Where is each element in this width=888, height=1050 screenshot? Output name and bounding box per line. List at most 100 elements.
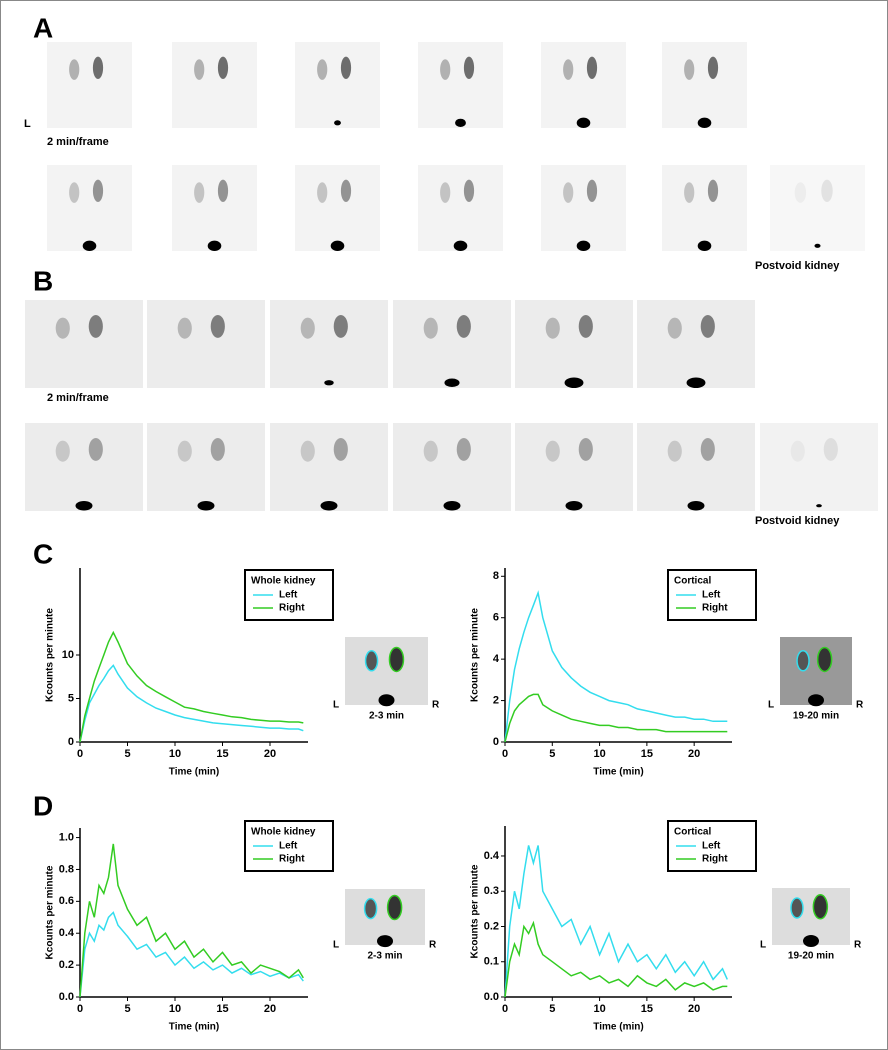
scan-frame xyxy=(541,165,626,251)
inset-kidney xyxy=(796,650,810,672)
inset-kidney xyxy=(364,650,379,672)
kidney xyxy=(69,182,80,203)
kidney xyxy=(823,437,838,461)
inset-bladder xyxy=(377,935,393,948)
bladder xyxy=(443,500,461,511)
kidney xyxy=(700,314,715,338)
scan-frame xyxy=(770,165,865,251)
postvoid-label: Postvoid kidney xyxy=(755,515,840,527)
legend-label: Right xyxy=(279,854,305,865)
scan-frame xyxy=(270,300,388,388)
frame-label: 2 min/frame xyxy=(47,136,109,148)
bladder xyxy=(453,240,468,251)
x-tick-label: 0 xyxy=(77,748,83,760)
y-tick-label: 0.2 xyxy=(59,959,74,971)
legend-title: Whole kidney xyxy=(251,827,316,838)
bladder xyxy=(564,377,584,388)
bladder xyxy=(334,120,341,126)
left-label: L xyxy=(24,118,31,130)
kidney xyxy=(821,179,833,202)
kidney xyxy=(456,314,471,338)
kidney xyxy=(707,56,719,79)
x-tick-label: 5 xyxy=(549,748,555,760)
inset-kidney xyxy=(816,646,833,673)
kidney xyxy=(333,314,348,338)
kidney xyxy=(463,56,475,79)
inset-right: R xyxy=(432,700,440,711)
scan-frame xyxy=(270,423,388,511)
scan-frame xyxy=(662,42,747,128)
y-tick-label: 0.4 xyxy=(59,927,75,939)
bladder xyxy=(324,380,334,386)
series-line xyxy=(504,693,728,743)
kidney xyxy=(92,179,104,202)
x-tick-label: 20 xyxy=(264,1003,276,1015)
y-axis-label: Kcounts per minute xyxy=(45,865,56,959)
inset-image xyxy=(345,637,428,705)
y-axis-label: Kcounts per minute xyxy=(470,864,481,958)
kidney xyxy=(317,59,328,80)
x-tick-label: 20 xyxy=(688,1003,700,1015)
series-line xyxy=(79,630,304,743)
kidney xyxy=(177,440,192,462)
x-tick-label: 0 xyxy=(502,748,508,760)
inset-label: 19-20 min xyxy=(788,951,834,962)
y-tick-label: 5 xyxy=(68,692,74,704)
inset-label: 19-20 min xyxy=(793,711,839,722)
scan-frame xyxy=(662,165,747,251)
y-tick-label: 6 xyxy=(493,612,499,624)
bladder xyxy=(697,240,712,251)
y-tick-label: 1.0 xyxy=(59,831,74,843)
legend-title: Cortical xyxy=(674,827,711,838)
panel-letter: D xyxy=(33,790,53,821)
legend-label: Left xyxy=(702,590,721,601)
kidney xyxy=(340,56,352,79)
kidney xyxy=(563,59,574,80)
kidney xyxy=(545,317,560,339)
kidney xyxy=(456,437,471,461)
legend-label: Right xyxy=(279,603,305,614)
kidney xyxy=(217,179,229,202)
legend-title: Cortical xyxy=(674,576,711,587)
kidney xyxy=(333,437,348,461)
panel-letter: B xyxy=(33,265,53,296)
legend-label: Left xyxy=(702,841,721,852)
scan-frame xyxy=(47,165,132,251)
kidney xyxy=(707,179,719,202)
bladder xyxy=(576,240,591,251)
panel-letter: A xyxy=(33,12,53,43)
kidney xyxy=(210,437,225,461)
x-tick-label: 5 xyxy=(124,748,130,760)
series-line xyxy=(79,911,304,998)
kidney xyxy=(88,437,103,461)
inset-label: 2-3 min xyxy=(369,711,404,722)
x-tick-label: 10 xyxy=(593,1003,605,1015)
x-axis-label: Time (min) xyxy=(169,767,219,778)
inset-left: L xyxy=(760,940,766,951)
y-tick-label: 2 xyxy=(493,694,499,706)
scan-frame xyxy=(47,42,132,128)
x-axis-label: Time (min) xyxy=(169,1022,219,1033)
scan-frame xyxy=(637,423,755,511)
scan-frame xyxy=(515,300,633,388)
kidney xyxy=(194,59,205,80)
inset-left: L xyxy=(333,700,339,711)
kidney xyxy=(667,317,682,339)
y-tick-label: 4 xyxy=(493,653,500,665)
scan-frame xyxy=(418,42,503,128)
inset-right: R xyxy=(854,940,862,951)
postvoid-label: Postvoid kidney xyxy=(755,260,840,272)
inset-left: L xyxy=(768,700,774,711)
kidney xyxy=(700,437,715,461)
legend-label: Left xyxy=(279,590,298,601)
x-tick-label: 15 xyxy=(216,1003,228,1015)
scan-frame xyxy=(295,42,380,128)
y-tick-label: 8 xyxy=(493,570,499,582)
x-tick-label: 0 xyxy=(77,1003,83,1015)
bladder xyxy=(82,240,97,251)
bladder xyxy=(444,378,460,387)
x-tick-label: 20 xyxy=(688,748,700,760)
inset-kidney xyxy=(812,894,829,920)
series-line xyxy=(504,845,728,998)
series-line xyxy=(504,920,728,998)
